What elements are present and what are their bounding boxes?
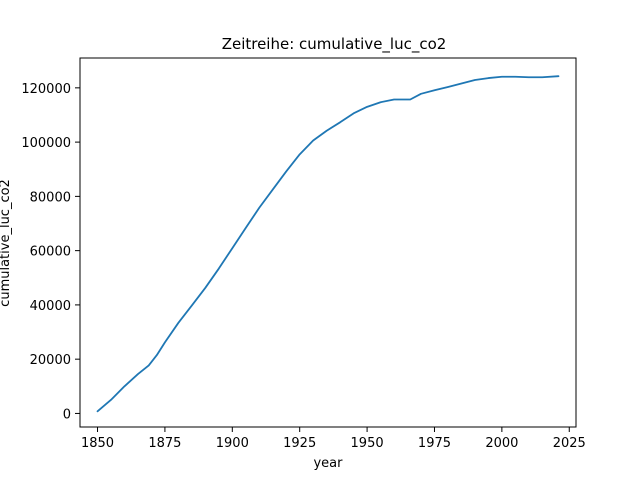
y-tick-label: 60000 (30, 245, 71, 260)
x-tick-label: 1900 (216, 436, 249, 451)
y-tick-label: 0 (63, 407, 71, 422)
x-tick-label: 1975 (418, 436, 451, 451)
y-tick-label: 120000 (21, 82, 71, 97)
x-tick-label: 1925 (283, 436, 316, 451)
plot-frame (79, 57, 577, 428)
y-tick-label: 80000 (30, 190, 71, 205)
x-tick-label: 1850 (81, 436, 114, 451)
x-axis-label: year (313, 456, 343, 471)
x-tick-label: 2000 (485, 436, 518, 451)
y-tick-label: 20000 (30, 353, 71, 368)
y-tick-label: 40000 (30, 299, 71, 314)
x-axis: 1850 1875 1900 1925 1950 1975 2000 2025 (81, 427, 586, 451)
y-axis-label: cumulative_luc_co2 (0, 179, 13, 307)
y-tick-label: 100000 (21, 136, 71, 151)
y-axis: 0 20000 40000 60000 80000 100000 120000 (21, 82, 80, 422)
x-tick-label: 1950 (351, 436, 384, 451)
series-line (96, 75, 560, 413)
chart-title: Zeitreihe: cumulative_luc_co2 (222, 35, 447, 54)
x-tick-label: 2025 (553, 436, 586, 451)
x-tick-label: 1875 (148, 436, 181, 451)
